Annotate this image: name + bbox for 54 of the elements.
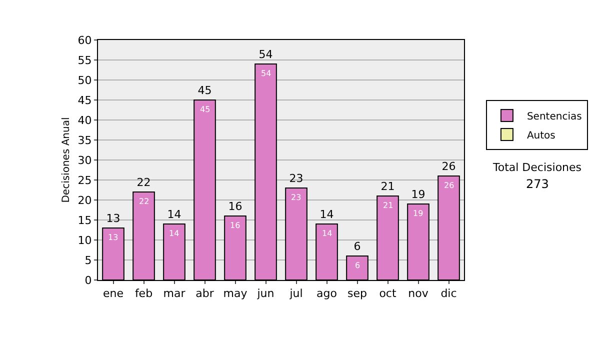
x-tick-label: sep: [348, 287, 368, 300]
y-tick-label: 40: [78, 114, 92, 127]
annotation: 26: [442, 160, 456, 173]
data-label: 23: [291, 193, 302, 202]
x-tick-label: feb: [134, 287, 153, 300]
data-label: 19: [413, 209, 424, 218]
data-label: 6: [355, 261, 360, 270]
annotation: 21: [380, 180, 395, 193]
data-label: 54: [261, 69, 272, 78]
y-tick-label: 20: [78, 194, 92, 207]
data-label: 14: [322, 229, 332, 238]
data-label: 26: [444, 181, 454, 190]
data-label: 16: [230, 221, 240, 230]
data-label: 45: [200, 105, 210, 114]
y-tick-label: 60: [78, 34, 92, 47]
text: 273: [526, 177, 549, 191]
y-tick-label: 50: [78, 74, 92, 87]
y-tick-label: 30: [78, 154, 92, 167]
x-tick-label: oct: [379, 287, 397, 300]
annotation: 54: [258, 48, 273, 61]
x-tick-label: ago: [316, 287, 338, 300]
annotation: 23: [289, 172, 304, 185]
x-tick-label: jul: [288, 287, 303, 300]
annotation: 16: [228, 200, 242, 213]
annotation: 6: [354, 240, 361, 253]
x-tick-label: may: [223, 287, 248, 300]
legend-label: Autos: [526, 130, 556, 142]
y-axis-title: Decisiones Anual: [60, 117, 72, 203]
x-tick-label: abr: [196, 287, 214, 300]
text: Total Decisiones: [492, 161, 582, 174]
annotation: 45: [198, 84, 212, 97]
y-tick-label: 0: [84, 274, 92, 287]
annotation: 22: [136, 176, 151, 189]
annotation: 14: [320, 208, 334, 221]
x-tick-label: nov: [408, 287, 429, 300]
y-tick-label: 10: [78, 234, 92, 247]
y-tick-label: 55: [78, 54, 92, 67]
y-tick-label: 5: [84, 254, 92, 267]
y-tick-label: 45: [78, 94, 92, 107]
y-tick-label: 25: [78, 174, 92, 187]
data-label: 13: [108, 233, 118, 242]
data-label: 21: [383, 201, 394, 210]
annotation: 19: [411, 188, 426, 201]
x-tick-label: dic: [440, 287, 457, 300]
x-tick-label: ene: [102, 287, 124, 300]
x-tick-label: jun: [256, 287, 274, 300]
data-label: 14: [169, 229, 180, 238]
legend-label: Sentencias: [526, 111, 582, 122]
annotation: 13: [106, 212, 120, 225]
y-tick-label: 15: [78, 214, 92, 227]
y-tick-label: 35: [78, 134, 92, 147]
data-label: 22: [139, 197, 150, 206]
annotation: 14: [167, 208, 182, 221]
x-tick-label: mar: [163, 287, 186, 300]
